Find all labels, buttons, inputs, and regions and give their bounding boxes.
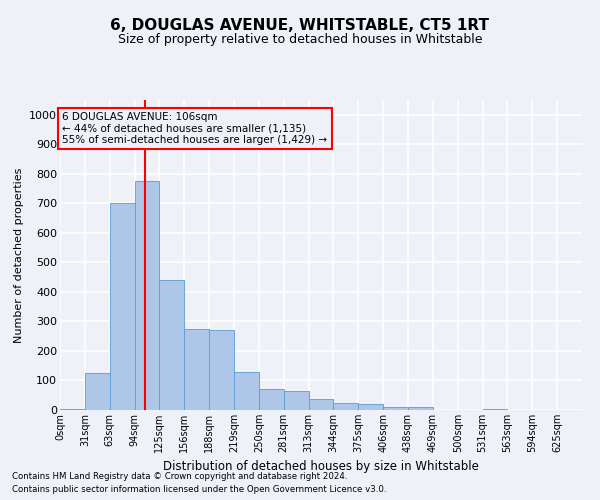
Bar <box>60 408 85 410</box>
Bar <box>308 399 334 410</box>
Text: Size of property relative to detached houses in Whitstable: Size of property relative to detached ho… <box>118 32 482 46</box>
Bar <box>110 204 134 410</box>
Bar <box>209 330 234 410</box>
Bar <box>134 181 160 410</box>
Text: Contains public sector information licensed under the Open Government Licence v3: Contains public sector information licen… <box>12 485 386 494</box>
Bar <box>383 407 408 410</box>
Bar <box>85 373 110 410</box>
Bar <box>234 372 259 410</box>
Bar <box>408 407 433 410</box>
Bar <box>482 408 508 410</box>
Bar <box>259 390 284 410</box>
Bar <box>160 280 184 410</box>
Bar <box>284 391 308 410</box>
Text: 6 DOUGLAS AVENUE: 106sqm
← 44% of detached houses are smaller (1,135)
55% of sem: 6 DOUGLAS AVENUE: 106sqm ← 44% of detach… <box>62 112 328 145</box>
Y-axis label: Number of detached properties: Number of detached properties <box>14 168 23 342</box>
Text: Contains HM Land Registry data © Crown copyright and database right 2024.: Contains HM Land Registry data © Crown c… <box>12 472 347 481</box>
X-axis label: Distribution of detached houses by size in Whitstable: Distribution of detached houses by size … <box>163 460 479 473</box>
Bar <box>184 329 209 410</box>
Bar <box>358 404 383 410</box>
Text: 6, DOUGLAS AVENUE, WHITSTABLE, CT5 1RT: 6, DOUGLAS AVENUE, WHITSTABLE, CT5 1RT <box>110 18 490 32</box>
Bar <box>334 402 358 410</box>
